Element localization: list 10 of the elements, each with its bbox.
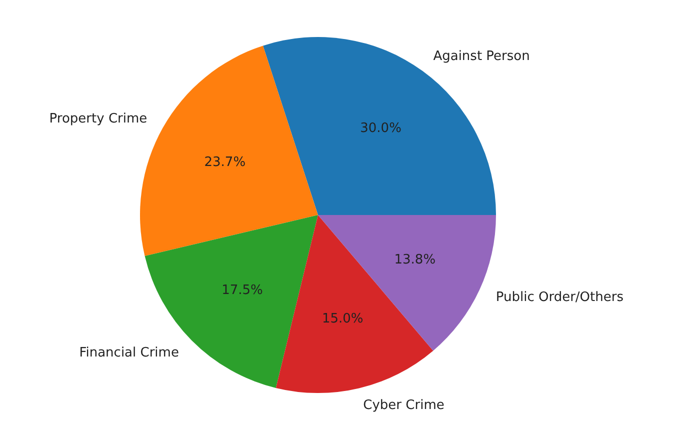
data-label: 15.0%: [322, 311, 364, 326]
data-label: 23.7%: [204, 155, 246, 170]
data-label: 17.5%: [222, 282, 263, 298]
slice-label: Against Person: [433, 48, 530, 64]
data-label: 13.8%: [394, 252, 436, 268]
slice-label: Financial Crime: [79, 346, 179, 361]
slice-label: Property Crime: [49, 111, 148, 126]
slice-label: Cyber Crime: [363, 398, 444, 414]
data-label: 30.0%: [360, 121, 402, 136]
slice-label: Public Order/Others: [496, 290, 624, 305]
